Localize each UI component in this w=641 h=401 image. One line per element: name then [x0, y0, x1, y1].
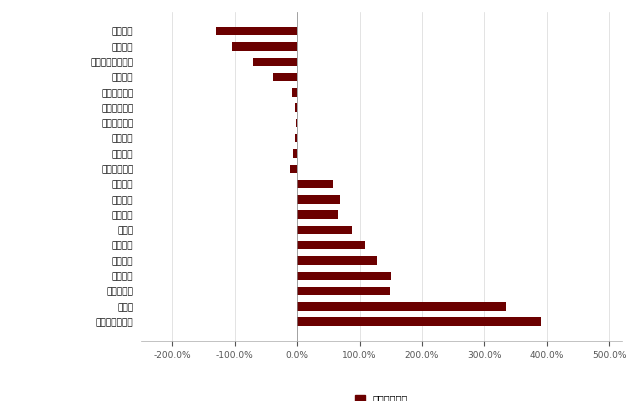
Bar	[297, 211, 338, 219]
Bar	[297, 241, 365, 249]
Bar	[292, 88, 297, 97]
Bar	[253, 58, 297, 66]
Legend: 利润同比增速: 利润同比增速	[351, 391, 412, 401]
Bar	[293, 149, 297, 158]
Bar	[296, 134, 297, 142]
Bar	[290, 164, 297, 173]
Bar	[297, 302, 506, 311]
Bar	[296, 103, 297, 112]
Bar	[297, 256, 377, 265]
Bar	[216, 27, 297, 35]
Bar	[297, 318, 540, 326]
Bar	[273, 73, 297, 81]
Bar	[297, 180, 333, 188]
Bar	[297, 271, 391, 280]
Bar	[297, 226, 352, 234]
Bar	[297, 287, 390, 295]
Bar	[297, 195, 340, 204]
Bar	[296, 119, 297, 127]
Bar	[231, 42, 297, 51]
